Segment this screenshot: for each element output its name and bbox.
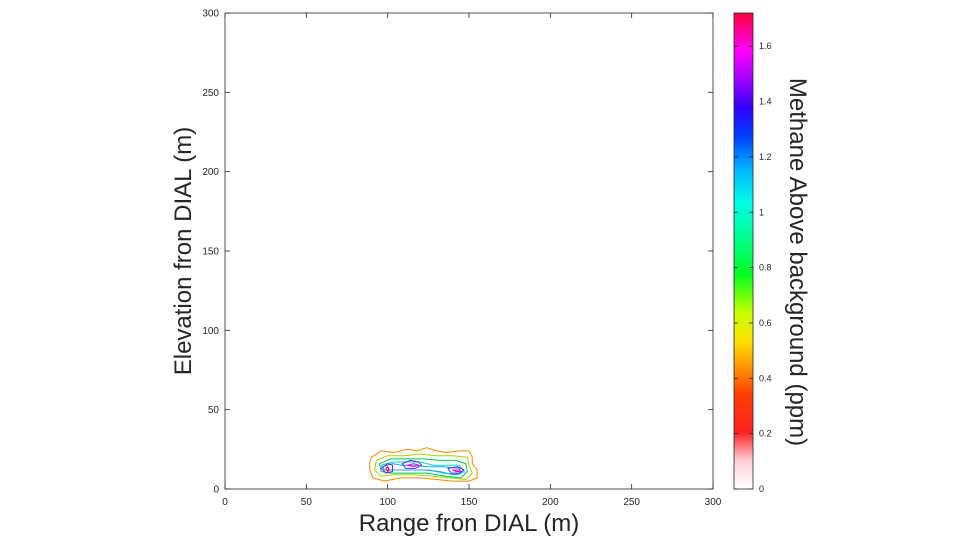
x-tick-label: 250 bbox=[623, 497, 640, 508]
x-tick-label: 200 bbox=[542, 497, 559, 508]
contour-line bbox=[379, 458, 468, 479]
colorbar-tick-label: 1.4 bbox=[759, 97, 772, 107]
colorbar-tick-label: 0.2 bbox=[759, 429, 772, 439]
colorbar-tick-label: 0.6 bbox=[759, 318, 772, 328]
contour-line bbox=[369, 447, 478, 482]
y-tick-label: 0 bbox=[213, 485, 219, 496]
colorbar-tick-label: 0.4 bbox=[759, 373, 772, 383]
x-tick-label: 100 bbox=[379, 497, 396, 508]
colorbar-tick-label: 1.6 bbox=[759, 41, 772, 51]
colorbar-label: Methane Above background (ppm) bbox=[784, 78, 811, 446]
colorbar-ticks: 0 0.2 0.4 0.6 0.8 1 1.2 1.4 1.6 bbox=[734, 41, 772, 494]
contour-lines bbox=[369, 447, 478, 482]
y-tick-label: 100 bbox=[202, 326, 219, 337]
colorbar bbox=[733, 12, 754, 490]
contour-line bbox=[385, 466, 390, 472]
contour-line bbox=[447, 466, 465, 474]
y-tick-label: 250 bbox=[202, 88, 219, 99]
y-axis-ticks: 0 50 100 150 200 250 300 bbox=[202, 9, 713, 496]
x-tick-label: 150 bbox=[461, 497, 478, 508]
contour-line bbox=[452, 469, 462, 472]
y-tick-label: 150 bbox=[202, 247, 219, 258]
x-axis-label: Range fron DIAL (m) bbox=[359, 510, 580, 537]
x-axis-ticks: 0 50 100 150 200 250 300 bbox=[222, 13, 722, 508]
contour-line bbox=[382, 463, 462, 476]
x-tick-label: 50 bbox=[301, 497, 313, 508]
colorbar-tick-label: 1.2 bbox=[759, 152, 772, 162]
contour-line bbox=[401, 459, 423, 469]
y-axis-label: Elevation fron DIAL (m) bbox=[170, 127, 197, 376]
colorbar-tick-label: 0.8 bbox=[759, 263, 772, 273]
y-tick-label: 200 bbox=[202, 167, 219, 178]
y-tick-label: 300 bbox=[202, 9, 219, 20]
contour-line bbox=[380, 463, 393, 474]
y-tick-label: 50 bbox=[208, 405, 220, 416]
contour-line bbox=[406, 463, 420, 468]
contour-line bbox=[374, 453, 473, 480]
x-tick-label: 0 bbox=[222, 497, 228, 508]
plot-area bbox=[224, 12, 714, 490]
colorbar-tick-label: 1 bbox=[759, 207, 764, 217]
x-tick-label: 300 bbox=[705, 497, 722, 508]
colorbar-tick-label: 0 bbox=[759, 484, 764, 494]
